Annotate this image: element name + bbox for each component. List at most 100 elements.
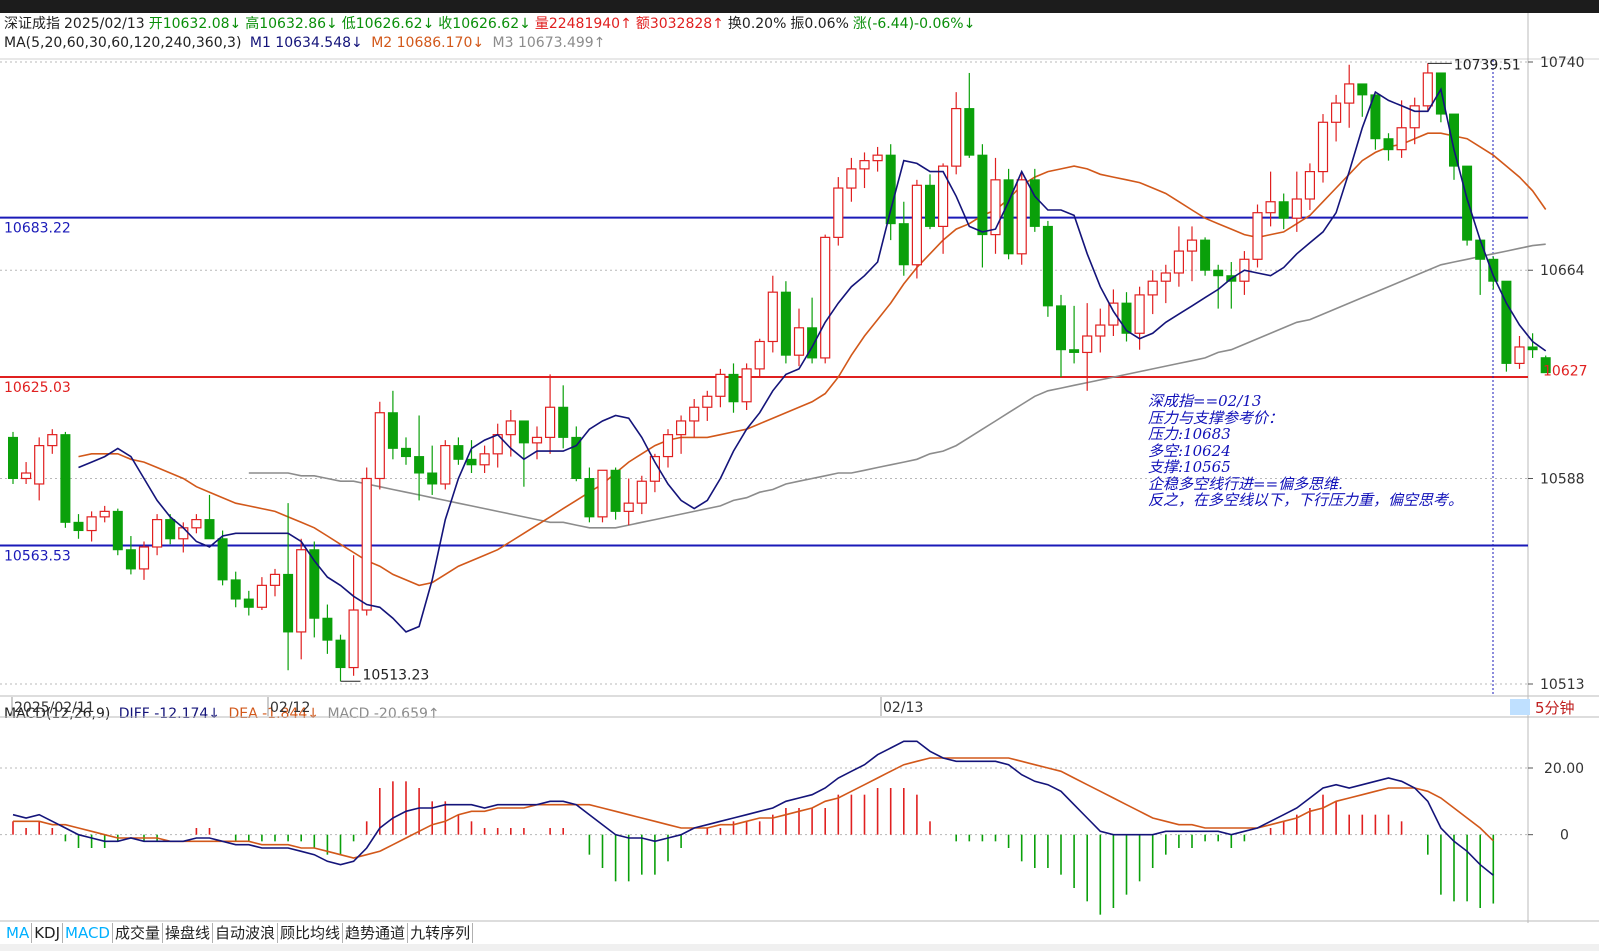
- candle-up: [1134, 286, 1145, 350]
- change-value: 涨(-6.44)-0.06%↓: [852, 16, 976, 32]
- candle-up: [859, 152, 870, 189]
- candle-down: [1462, 165, 1473, 246]
- candle-up: [846, 157, 857, 202]
- ma-legend: MA(5,20,60,30,60,120,240,360,3) M1 10634…: [4, 35, 609, 51]
- candle-up: [623, 478, 634, 526]
- candle-body: [1396, 127, 1407, 151]
- m3-value: M3 10673.499↑: [492, 35, 606, 51]
- candle-down: [217, 530, 228, 586]
- indicator-tab[interactable]: KDJ: [32, 923, 64, 943]
- candle-up: [767, 275, 778, 353]
- candle-body: [152, 518, 163, 548]
- candle-down: [60, 431, 71, 528]
- candle-down: [335, 634, 346, 682]
- candle-body: [1527, 346, 1538, 351]
- candle-down: [1488, 256, 1499, 290]
- ohlc-header: 深证成指 2025/02/13 开10632.08↓ 高10632.86↓ 低10626…: [4, 13, 979, 33]
- indicator-tab[interactable]: 顾比均线: [278, 923, 344, 943]
- low-value: 低10626.62↓: [341, 16, 435, 32]
- candle-body: [662, 434, 674, 458]
- indicator-tab[interactable]: MACD: [63, 923, 113, 943]
- indicator-tab[interactable]: 自动波浪: [213, 923, 279, 943]
- note-line: 企稳多空线行进==偏多思维.: [1148, 474, 1343, 493]
- date-label: 02/12: [270, 700, 310, 716]
- note-line: 多空:10624: [1148, 441, 1231, 460]
- candle-body: [335, 639, 346, 669]
- candle-body: [1435, 72, 1446, 115]
- diff-line: [12, 740, 1494, 876]
- indicator-tab[interactable]: 操盘线: [163, 923, 214, 943]
- candle-down: [401, 437, 411, 465]
- low-marker-label: 10513.23: [363, 667, 430, 683]
- candle-body: [544, 406, 556, 438]
- candle-body: [898, 223, 909, 266]
- high-value: 高10632.86↓: [245, 16, 338, 32]
- m2-value: M2 10686.170↓: [371, 35, 485, 51]
- candle-body: [1357, 83, 1368, 96]
- candle-body: [1370, 94, 1381, 140]
- candle-body: [414, 456, 425, 474]
- candle-body: [990, 179, 1001, 236]
- period-label[interactable]: 5分钟: [1535, 699, 1575, 717]
- candle-up: [1514, 336, 1525, 369]
- candle-up: [675, 415, 687, 454]
- candle-up: [741, 363, 752, 410]
- candle-up: [689, 399, 700, 438]
- candle-body: [112, 510, 123, 551]
- candle-body: [1108, 302, 1119, 326]
- candle-down: [1200, 237, 1211, 276]
- candle-down: [1056, 294, 1066, 378]
- candle-body: [453, 445, 464, 460]
- candle-up: [820, 234, 831, 364]
- candle-up: [793, 308, 805, 367]
- candle-down: [1121, 292, 1132, 342]
- candle-body: [387, 412, 398, 449]
- candle-up: [47, 429, 58, 454]
- candle-down: [453, 437, 464, 465]
- candle-body: [243, 598, 254, 608]
- note-line: 支撑:10565: [1148, 458, 1231, 476]
- candle-up: [1147, 270, 1158, 315]
- indicator-tab[interactable]: 九转序列: [408, 923, 474, 943]
- candle-down: [1370, 94, 1381, 150]
- candle-up: [492, 423, 503, 468]
- candle-body: [702, 395, 713, 408]
- indicator-tab[interactable]: 趋势通道: [343, 923, 409, 943]
- candle-body: [937, 165, 949, 228]
- candle-body: [636, 480, 647, 504]
- candle-down: [387, 390, 398, 460]
- candle-body: [1409, 105, 1420, 129]
- candle-up: [1173, 226, 1185, 287]
- indicator-tab[interactable]: 成交量: [113, 923, 163, 943]
- close-value: 收10626.62↓: [438, 16, 531, 32]
- candle-body: [1069, 349, 1080, 353]
- candle-down: [518, 420, 529, 487]
- candle-body: [793, 327, 805, 356]
- analysis-note: 深成指==02/13 压力与支撑参考价： 压力:10683 多空:10624 支撑:10…: [1148, 393, 1463, 509]
- price-tick-label: 10513: [1540, 677, 1585, 693]
- indicator-tab[interactable]: MA: [4, 923, 33, 943]
- ma-m2-line: [78, 132, 1547, 587]
- candle-down: [73, 514, 84, 539]
- note-line: 深成指==02/13: [1148, 392, 1262, 410]
- candle-body: [1186, 239, 1198, 252]
- period-indicator[interactable]: [1510, 699, 1530, 715]
- note-line: 压力:10683: [1148, 425, 1231, 443]
- candle-body: [1383, 138, 1394, 151]
- candle-down: [1501, 280, 1512, 372]
- candle-up: [191, 514, 202, 534]
- candle-up: [1082, 303, 1093, 391]
- candle-body: [1330, 102, 1342, 123]
- candle-body: [754, 340, 765, 370]
- candle-up: [702, 390, 713, 421]
- candle-body: [859, 160, 870, 170]
- candle-body: [597, 469, 608, 518]
- candle-down: [243, 590, 254, 616]
- high-marker-label: 10739.51: [1454, 57, 1521, 73]
- candle-body: [715, 373, 726, 397]
- candle-down: [1527, 333, 1538, 358]
- candle-up: [374, 401, 385, 490]
- candle-up: [951, 92, 962, 175]
- candle-body: [217, 538, 228, 581]
